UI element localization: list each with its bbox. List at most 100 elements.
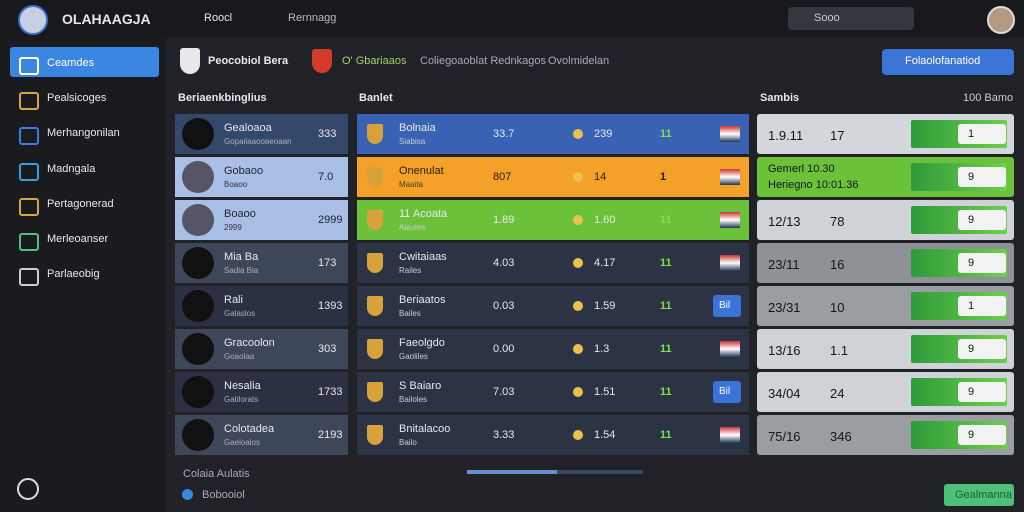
player-avatar xyxy=(182,290,214,322)
stat-1: 4.03 xyxy=(493,257,515,269)
scrollbar[interactable] xyxy=(467,470,643,474)
stat-2: 14 xyxy=(594,171,607,183)
badge-value: 9 xyxy=(968,257,975,269)
nav-item[interactable]: Merhangonilan xyxy=(47,127,120,140)
middle-row[interactable] xyxy=(357,114,749,154)
club-sub: Bailoles xyxy=(399,395,428,404)
right-a: 13/16 xyxy=(768,343,801,358)
section-label: Colaia Aulatis xyxy=(183,468,250,480)
footer-button-label: Gealmanna xyxy=(955,489,1012,501)
player-value: 7.0 xyxy=(318,171,334,183)
stat-2: 4.17 xyxy=(594,257,616,269)
nav-item[interactable]: Merleoanser xyxy=(47,233,109,245)
stat-2: 239 xyxy=(594,128,613,140)
club-crest xyxy=(367,253,383,273)
player-name: Mia Ba xyxy=(224,251,259,263)
club-name: Faeolgdo xyxy=(399,337,445,349)
right-badge xyxy=(958,253,1006,273)
stat-3: 11 xyxy=(660,429,672,441)
stat-3: 11 xyxy=(660,343,672,355)
sub-tab[interactable]: Coliegoaoblat Rednkagos xyxy=(420,55,546,67)
avatar[interactable] xyxy=(987,6,1015,34)
player-sub: Gaeloalos xyxy=(224,438,261,447)
club-sub: Maaita xyxy=(399,180,424,189)
club-crest xyxy=(367,167,383,187)
player-value: 1733 xyxy=(318,386,343,398)
right-title: Sambis xyxy=(760,92,800,104)
nav-item[interactable]: Madngala xyxy=(47,162,96,175)
middle-row[interactable] xyxy=(357,157,749,197)
player-name: Rali xyxy=(224,294,243,306)
right-a: 75/16 xyxy=(768,429,801,444)
sub-tab[interactable]: Ovolmidelan xyxy=(548,55,610,67)
middle-row[interactable] xyxy=(357,243,749,283)
nav-icon xyxy=(19,127,39,146)
badge-text: Bil xyxy=(719,386,731,397)
stat-3: 11 xyxy=(660,214,672,226)
stat-2: 1.3 xyxy=(594,343,610,355)
right-b: 16 xyxy=(830,257,845,272)
club-sub: Gaoliles xyxy=(399,352,428,361)
nav-active[interactable] xyxy=(10,47,159,77)
player-sub: Sadia Bia xyxy=(224,266,259,275)
middle-row[interactable] xyxy=(357,286,749,326)
stat-1: 0.03 xyxy=(493,300,515,312)
nav-link[interactable]: Roocl xyxy=(204,12,233,24)
player-name: Gealoaoa xyxy=(224,122,272,134)
club-crest xyxy=(367,296,383,316)
search-box[interactable] xyxy=(788,7,914,30)
middle-row[interactable] xyxy=(357,372,749,412)
club-crest xyxy=(367,210,383,230)
club-name: Bolnaia xyxy=(399,122,436,134)
stat-2: 1.59 xyxy=(594,300,616,312)
nav-icon xyxy=(19,233,39,251)
player-name: Gracoolon xyxy=(224,337,275,349)
nav-icon xyxy=(19,268,39,287)
player-value: 2999 xyxy=(318,214,343,226)
club-name: 11 Acoata xyxy=(399,208,448,220)
club-name: S Baiaro xyxy=(399,380,442,392)
row-badge[interactable] xyxy=(713,295,741,317)
stat-dot xyxy=(573,430,583,440)
player-sub: Gatilorats xyxy=(224,395,259,404)
right-b: 78 xyxy=(830,214,845,229)
right-b: 24 xyxy=(830,386,845,401)
right-badge xyxy=(958,339,1006,359)
player-sub: 2999 xyxy=(224,223,242,232)
right-a: Gemerl 10.30 xyxy=(768,163,835,175)
player-sub: Gopaiiaaooaeoaan xyxy=(224,137,292,146)
flag xyxy=(720,126,740,142)
nav-item[interactable]: Ceamdes xyxy=(47,57,95,69)
nav-icon xyxy=(19,197,39,216)
player-name: Gobaoo xyxy=(224,165,264,177)
club-sub: Siabisa xyxy=(399,137,426,146)
row-badge[interactable] xyxy=(713,381,741,403)
player-avatar xyxy=(182,118,214,150)
nav-item[interactable]: Pertagonerad xyxy=(47,197,114,210)
middle-row[interactable] xyxy=(357,200,749,240)
footer-button[interactable] xyxy=(944,484,1014,506)
status-icon xyxy=(182,489,193,500)
right-b: 1.1 xyxy=(830,343,849,358)
sub-tab[interactable]: O' Gbariaaos xyxy=(342,55,407,67)
flag xyxy=(720,341,740,357)
middle-row[interactable] xyxy=(357,415,749,455)
action-label: Folaolofanatiod xyxy=(905,55,981,67)
player-value: 303 xyxy=(318,343,337,355)
nav-item[interactable]: Parlaeobig xyxy=(47,268,100,281)
action-button[interactable] xyxy=(882,49,1014,75)
stat-1: 1.89 xyxy=(493,214,515,226)
club-crest xyxy=(367,382,383,402)
middle-title: Banlet xyxy=(359,92,393,104)
badge-value: 9 xyxy=(968,171,975,183)
middle-row[interactable] xyxy=(357,329,749,369)
nav-icon xyxy=(19,57,39,75)
right-a: 23/31 xyxy=(768,300,801,315)
stat-2: 1.60 xyxy=(594,214,616,226)
nav-item[interactable]: Pealsicoges xyxy=(47,92,107,105)
stat-1: 3.33 xyxy=(493,429,515,441)
settings-icon[interactable] xyxy=(17,478,39,500)
player-value: 333 xyxy=(318,128,337,140)
right-a: 34/04 xyxy=(768,386,801,401)
tab-link[interactable]: Rernnagg xyxy=(288,12,337,24)
